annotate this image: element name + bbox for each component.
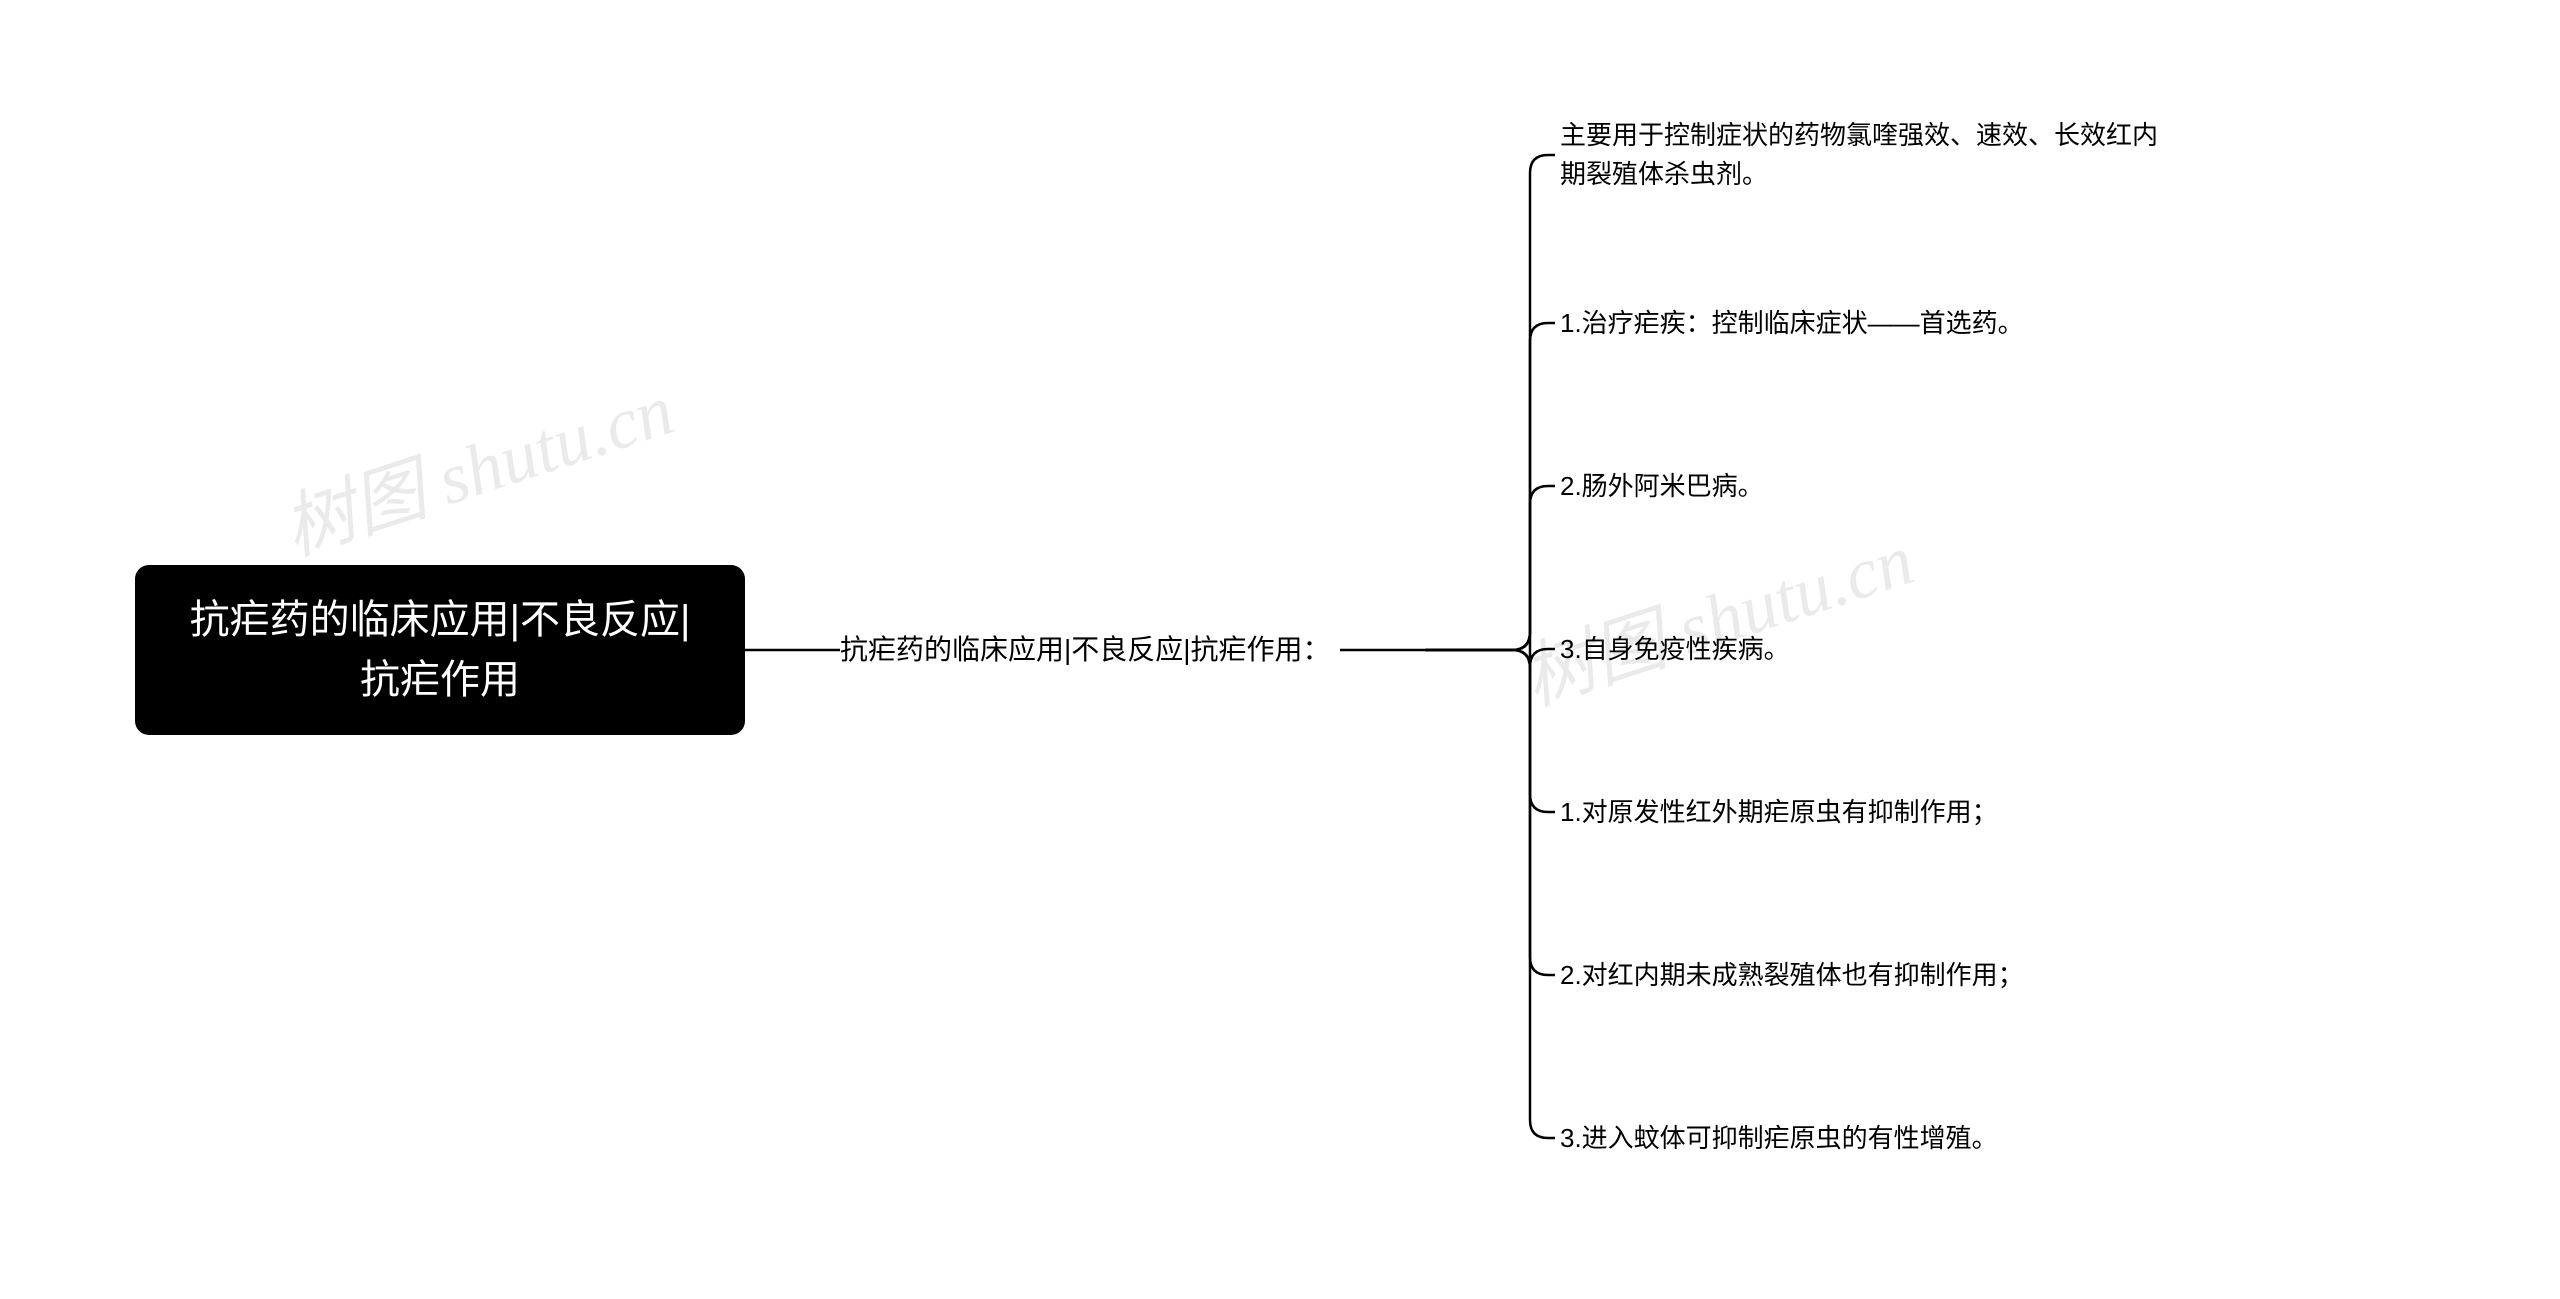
- leaf-node: 3.进入蚊体可抑制疟原虫的有性增殖。: [1560, 1118, 2160, 1158]
- leaf-node: 2.对红内期未成熟裂殖体也有抑制作用；: [1560, 955, 2160, 995]
- leaf-text: 1.治疗疟疾：控制临床症状——首选药。: [1560, 304, 2024, 343]
- root-text: 抗疟药的临床应用|不良反应|抗疟作用: [171, 590, 709, 710]
- leaf-text: 2.对红内期未成熟裂殖体也有抑制作用；: [1560, 956, 2024, 995]
- mid-text: 抗疟药的临床应用|不良反应|抗疟作用：: [840, 628, 1331, 673]
- leaf-node: 2.肠外阿米巴病。: [1560, 466, 2160, 506]
- leaf-node: 1.治疗疟疾：控制临床症状——首选药。: [1560, 303, 2160, 343]
- watermark: 树图 shutu.cn: [268, 350, 685, 575]
- leaf-text: 3.自身免疫性疾病。: [1560, 630, 1790, 669]
- leaf-text: 2.肠外阿米巴病。: [1560, 467, 1764, 506]
- leaf-text: 3.进入蚊体可抑制疟原虫的有性增殖。: [1560, 1119, 1998, 1158]
- leaf-text: 主要用于控制症状的药物氯喹强效、速效、长效红内期裂殖体杀虫剂。: [1560, 116, 2160, 194]
- leaf-node: 3.自身免疫性疾病。: [1560, 629, 2160, 669]
- leaf-node: 1.对原发性红外期疟原虫有抑制作用；: [1560, 792, 2160, 832]
- leaf-node: 主要用于控制症状的药物氯喹强效、速效、长效红内期裂殖体杀虫剂。: [1560, 115, 2160, 195]
- mid-node: 抗疟药的临床应用|不良反应|抗疟作用：: [840, 600, 1340, 700]
- root-node: 抗疟药的临床应用|不良反应|抗疟作用: [135, 565, 745, 735]
- watermark: 树图 shutu.cn: [1508, 500, 1925, 725]
- leaf-text: 1.对原发性红外期疟原虫有抑制作用；: [1560, 793, 1998, 832]
